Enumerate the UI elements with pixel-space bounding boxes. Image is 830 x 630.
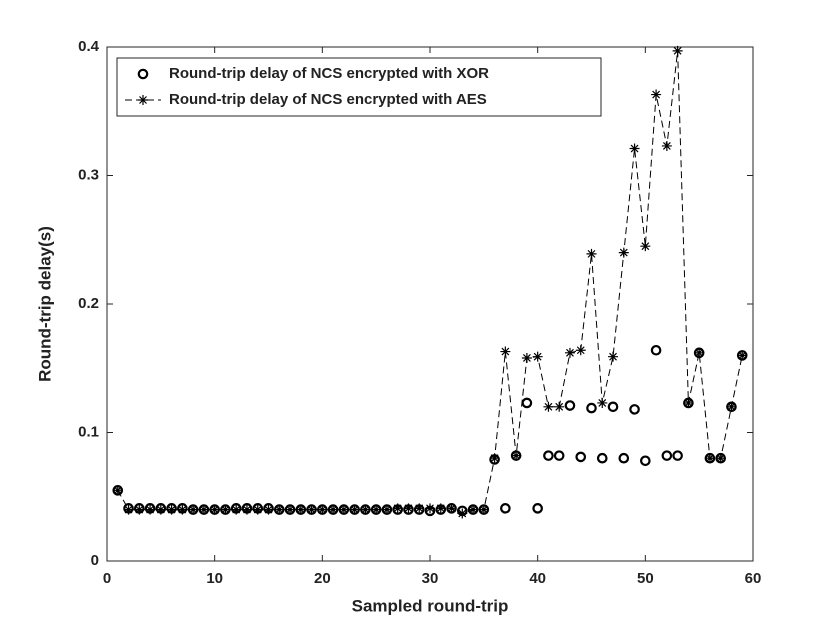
star-marker (328, 504, 339, 515)
circle-marker (564, 400, 576, 411)
circle-marker (553, 450, 565, 461)
star-marker (285, 504, 296, 515)
star-marker (274, 504, 285, 515)
legend-marker (138, 95, 148, 105)
circle-marker (500, 503, 511, 514)
star-marker (543, 401, 554, 412)
star-marker (414, 503, 425, 514)
star-marker (715, 453, 726, 464)
circle-marker (575, 451, 587, 463)
circle-marker (543, 450, 554, 461)
star-marker (371, 504, 382, 515)
star-marker (457, 508, 468, 519)
star-marker (651, 89, 662, 100)
star-marker (317, 504, 328, 515)
star-marker (575, 345, 586, 356)
x-tick-label: 20 (314, 570, 331, 587)
star-marker (381, 504, 392, 515)
x-tick-label: 30 (422, 570, 439, 587)
star-marker (241, 504, 252, 515)
legend-marker (137, 68, 149, 80)
legend-box (116, 57, 602, 117)
y-axis-label: Round-trip delay(s) (35, 226, 54, 382)
star-marker (521, 352, 532, 363)
star-marker (220, 504, 231, 515)
plot-frame (106, 46, 754, 562)
star-marker (134, 504, 145, 515)
circle-marker (532, 503, 543, 514)
star-marker (295, 504, 306, 515)
star-marker (112, 485, 123, 496)
x-tick-label: 10 (206, 570, 223, 587)
star-marker (349, 504, 360, 515)
star-marker (511, 450, 522, 461)
star-marker (489, 453, 500, 464)
star-marker (123, 504, 134, 515)
circle-marker (607, 401, 619, 413)
x-tick-label: 50 (637, 570, 654, 587)
circle-marker (661, 450, 673, 461)
star-marker (629, 143, 640, 154)
x-tick-label: 40 (529, 570, 546, 587)
circle-marker (640, 455, 651, 467)
star-marker (618, 247, 629, 258)
star-marker (446, 503, 457, 514)
star-marker (683, 397, 694, 408)
y-tick-label: 0.1 (78, 423, 99, 440)
star-marker (586, 248, 597, 259)
x-tick-label: 0 (103, 570, 111, 587)
star-marker (554, 401, 565, 412)
x-axis-label: Sampled round-trip (352, 596, 509, 615)
star-marker (564, 347, 575, 358)
x-tick-label: 60 (745, 570, 762, 587)
legend-label: Round-trip delay of NCS encrypted with X… (169, 65, 489, 82)
star-marker (231, 504, 242, 515)
star-marker (694, 347, 705, 358)
star-marker (392, 503, 403, 514)
star-marker (425, 503, 435, 514)
circle-marker (672, 450, 683, 461)
star-marker (704, 453, 715, 464)
star-marker (737, 350, 748, 361)
star-marker (403, 503, 414, 514)
y-tick-label: 0.3 (78, 166, 99, 183)
star-marker (360, 504, 371, 515)
circle-marker (629, 404, 640, 415)
star-marker (177, 504, 188, 515)
star-marker (166, 504, 177, 515)
star-marker (306, 504, 317, 515)
star-marker (188, 504, 199, 515)
star-marker (155, 504, 166, 515)
star-marker (500, 346, 511, 357)
circle-marker (586, 402, 597, 414)
star-marker (145, 504, 156, 515)
star-marker (608, 351, 619, 362)
star-marker (338, 504, 349, 515)
star-marker (532, 351, 543, 362)
circle-marker (521, 397, 533, 409)
y-tick-label: 0 (91, 552, 99, 569)
y-tick-label: 0.2 (78, 295, 99, 312)
star-marker (198, 504, 209, 515)
star-marker (468, 504, 479, 515)
star-marker (478, 504, 489, 515)
legend-label: Round-trip delay of NCS encrypted with A… (169, 91, 487, 108)
star-marker (726, 401, 737, 412)
circle-marker (650, 344, 662, 356)
star-marker (252, 504, 263, 515)
circle-marker (596, 452, 608, 464)
star-marker (263, 504, 274, 515)
star-marker (209, 504, 220, 515)
star-marker (661, 140, 672, 151)
star-marker (597, 397, 608, 408)
star-marker (672, 45, 683, 56)
y-tick-label: 0.4 (78, 38, 100, 55)
star-marker (640, 241, 651, 252)
star-marker (435, 503, 446, 514)
circle-marker (618, 452, 630, 464)
